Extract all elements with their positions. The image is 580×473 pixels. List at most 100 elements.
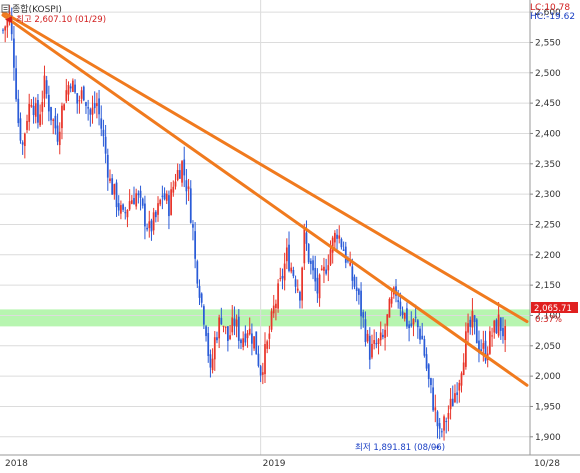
candle-body [211, 358, 214, 371]
candle-body [6, 18, 9, 28]
candle-body [137, 193, 140, 196]
candle-body [329, 249, 332, 265]
candle-body [454, 393, 456, 403]
candle-body [299, 291, 301, 301]
y-tick-label: 2,000 [535, 372, 561, 382]
candle-body [244, 333, 247, 343]
candle-body [275, 303, 277, 309]
y-tick-label: 2,400 [535, 129, 561, 139]
candle-body [325, 269, 328, 274]
candle-body [469, 319, 472, 327]
candle-body [148, 221, 151, 229]
support-band [0, 309, 530, 327]
candle-body [87, 107, 90, 109]
trendline [1, 13, 529, 387]
candle-body [443, 416, 445, 431]
y-tick-label: 2,050 [535, 342, 561, 352]
candle-body [91, 107, 94, 115]
candle-body [368, 335, 371, 360]
candle-body [240, 339, 242, 344]
candle-body [168, 195, 170, 217]
chart-title: 종합(KOSPI) [12, 4, 62, 15]
candle-body [122, 204, 124, 210]
candle-body [242, 338, 245, 348]
low-marker-arrow: → [432, 443, 440, 453]
candle-body [229, 335, 231, 340]
candle-body [102, 129, 105, 137]
menu-toggle-icon[interactable] [1, 4, 10, 13]
candle-body [161, 195, 164, 197]
y-tick-label: 2,550 [535, 38, 561, 48]
candle-body [37, 100, 39, 123]
candle-body [202, 306, 205, 325]
candle-body [255, 331, 258, 355]
candle-body [323, 266, 325, 271]
candle-body [375, 343, 378, 345]
candles [2, 5, 507, 441]
candle-body [406, 308, 408, 327]
candle-body [257, 353, 260, 366]
candle-body [128, 201, 131, 210]
candle-body [478, 340, 480, 353]
candle-body [47, 94, 50, 112]
candle-body [447, 413, 450, 419]
candle-body [320, 268, 323, 270]
candle-body [139, 190, 142, 198]
candle-body [2, 29, 4, 31]
y-axis-ticks: 1,900 1,950 2,000 2,050 2,100 2,150 2,200 2,250… [530, 8, 561, 443]
candle-body [96, 103, 98, 107]
y-tick-label: 2,300 [535, 190, 561, 200]
candle-body [227, 326, 229, 341]
y-tick-label: 2,150 [535, 281, 561, 291]
y-tick-label: 2,100 [535, 311, 561, 321]
candle-body [235, 319, 238, 327]
candle-body [344, 246, 347, 263]
candle-body [377, 339, 380, 344]
candle-body [497, 314, 500, 336]
candle-body [296, 288, 299, 291]
candle-body [336, 234, 338, 239]
candle-body [109, 178, 111, 181]
y-tick-label: 2,600 [535, 8, 561, 18]
low-annotation: 최저 1,891.81 (08/06) [355, 442, 445, 453]
candle-body [285, 247, 288, 262]
y-tick-label: 1,900 [535, 433, 561, 443]
candle-body [489, 331, 491, 354]
lc-label: LC:10.78 [530, 3, 570, 13]
candle-body [259, 366, 262, 376]
candle-body [416, 320, 419, 328]
trendline [1, 10, 529, 324]
candle-body [76, 93, 79, 104]
candle-body [491, 335, 493, 337]
candle-body [237, 316, 240, 341]
candle-body [366, 333, 369, 342]
candle-body [434, 407, 437, 411]
candle-body [290, 267, 293, 272]
candle-body [34, 103, 37, 117]
candle-body [126, 209, 129, 218]
candle-body [115, 182, 118, 208]
candle-body [100, 118, 103, 129]
candle-body [26, 120, 28, 130]
x-tick-label: 10/28 [534, 459, 560, 469]
candle-body [331, 237, 334, 253]
candle-body [63, 104, 66, 111]
candle-body [71, 80, 74, 92]
y-tick-label: 2,500 [535, 69, 561, 79]
candle-body [458, 382, 461, 391]
candle-body [52, 119, 55, 121]
candle-body [288, 244, 290, 271]
candle-body [342, 249, 345, 251]
candle-body [251, 333, 253, 344]
candle-body [159, 199, 162, 205]
candle-body [170, 189, 172, 215]
candle-body [397, 300, 400, 303]
candle-body [268, 333, 271, 339]
candle-body [349, 262, 352, 266]
candle-body [224, 326, 227, 328]
candle-body [261, 372, 264, 375]
candle-body [499, 317, 502, 331]
candle-body [445, 421, 448, 423]
